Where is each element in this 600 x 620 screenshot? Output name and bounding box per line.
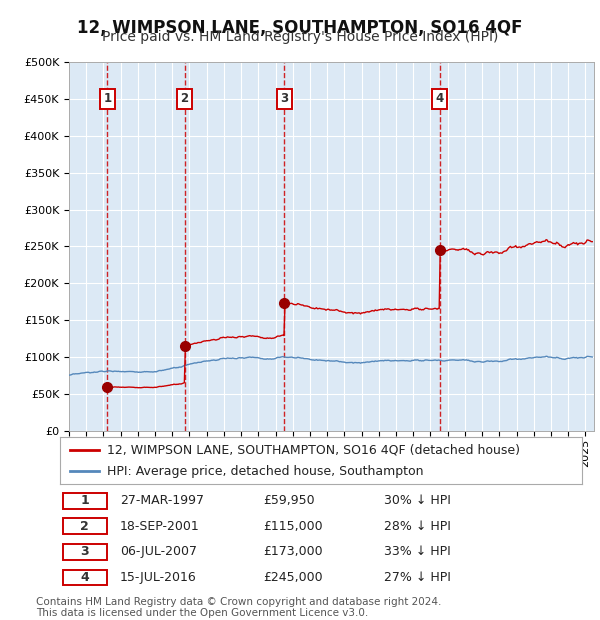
Text: 12, WIMPSON LANE, SOUTHAMPTON, SO16 4QF: 12, WIMPSON LANE, SOUTHAMPTON, SO16 4QF xyxy=(77,19,523,37)
Text: 3: 3 xyxy=(280,92,289,105)
Text: £245,000: £245,000 xyxy=(263,571,323,584)
Text: 3: 3 xyxy=(80,546,89,559)
Text: £173,000: £173,000 xyxy=(263,546,323,559)
Text: 15-JUL-2016: 15-JUL-2016 xyxy=(120,571,197,584)
Text: 1: 1 xyxy=(103,92,112,105)
Text: Contains HM Land Registry data © Crown copyright and database right 2024.
This d: Contains HM Land Registry data © Crown c… xyxy=(36,596,442,618)
Text: 27-MAR-1997: 27-MAR-1997 xyxy=(120,494,204,507)
FancyBboxPatch shape xyxy=(62,493,107,508)
Text: 28% ↓ HPI: 28% ↓ HPI xyxy=(383,520,451,533)
Text: 2: 2 xyxy=(181,92,189,105)
Text: 18-SEP-2001: 18-SEP-2001 xyxy=(120,520,200,533)
Text: £59,950: £59,950 xyxy=(263,494,315,507)
Text: 27% ↓ HPI: 27% ↓ HPI xyxy=(383,571,451,584)
Text: 2: 2 xyxy=(80,520,89,533)
Text: 4: 4 xyxy=(436,92,444,105)
Text: 12, WIMPSON LANE, SOUTHAMPTON, SO16 4QF (detached house): 12, WIMPSON LANE, SOUTHAMPTON, SO16 4QF … xyxy=(107,443,520,456)
Text: 33% ↓ HPI: 33% ↓ HPI xyxy=(383,546,451,559)
Text: 4: 4 xyxy=(80,571,89,584)
Text: Price paid vs. HM Land Registry's House Price Index (HPI): Price paid vs. HM Land Registry's House … xyxy=(102,30,498,44)
Text: 30% ↓ HPI: 30% ↓ HPI xyxy=(383,494,451,507)
Text: £115,000: £115,000 xyxy=(263,520,323,533)
FancyBboxPatch shape xyxy=(62,518,107,534)
FancyBboxPatch shape xyxy=(62,544,107,560)
Text: 06-JUL-2007: 06-JUL-2007 xyxy=(120,546,197,559)
Text: HPI: Average price, detached house, Southampton: HPI: Average price, detached house, Sout… xyxy=(107,464,424,477)
Text: 1: 1 xyxy=(80,494,89,507)
FancyBboxPatch shape xyxy=(62,570,107,585)
